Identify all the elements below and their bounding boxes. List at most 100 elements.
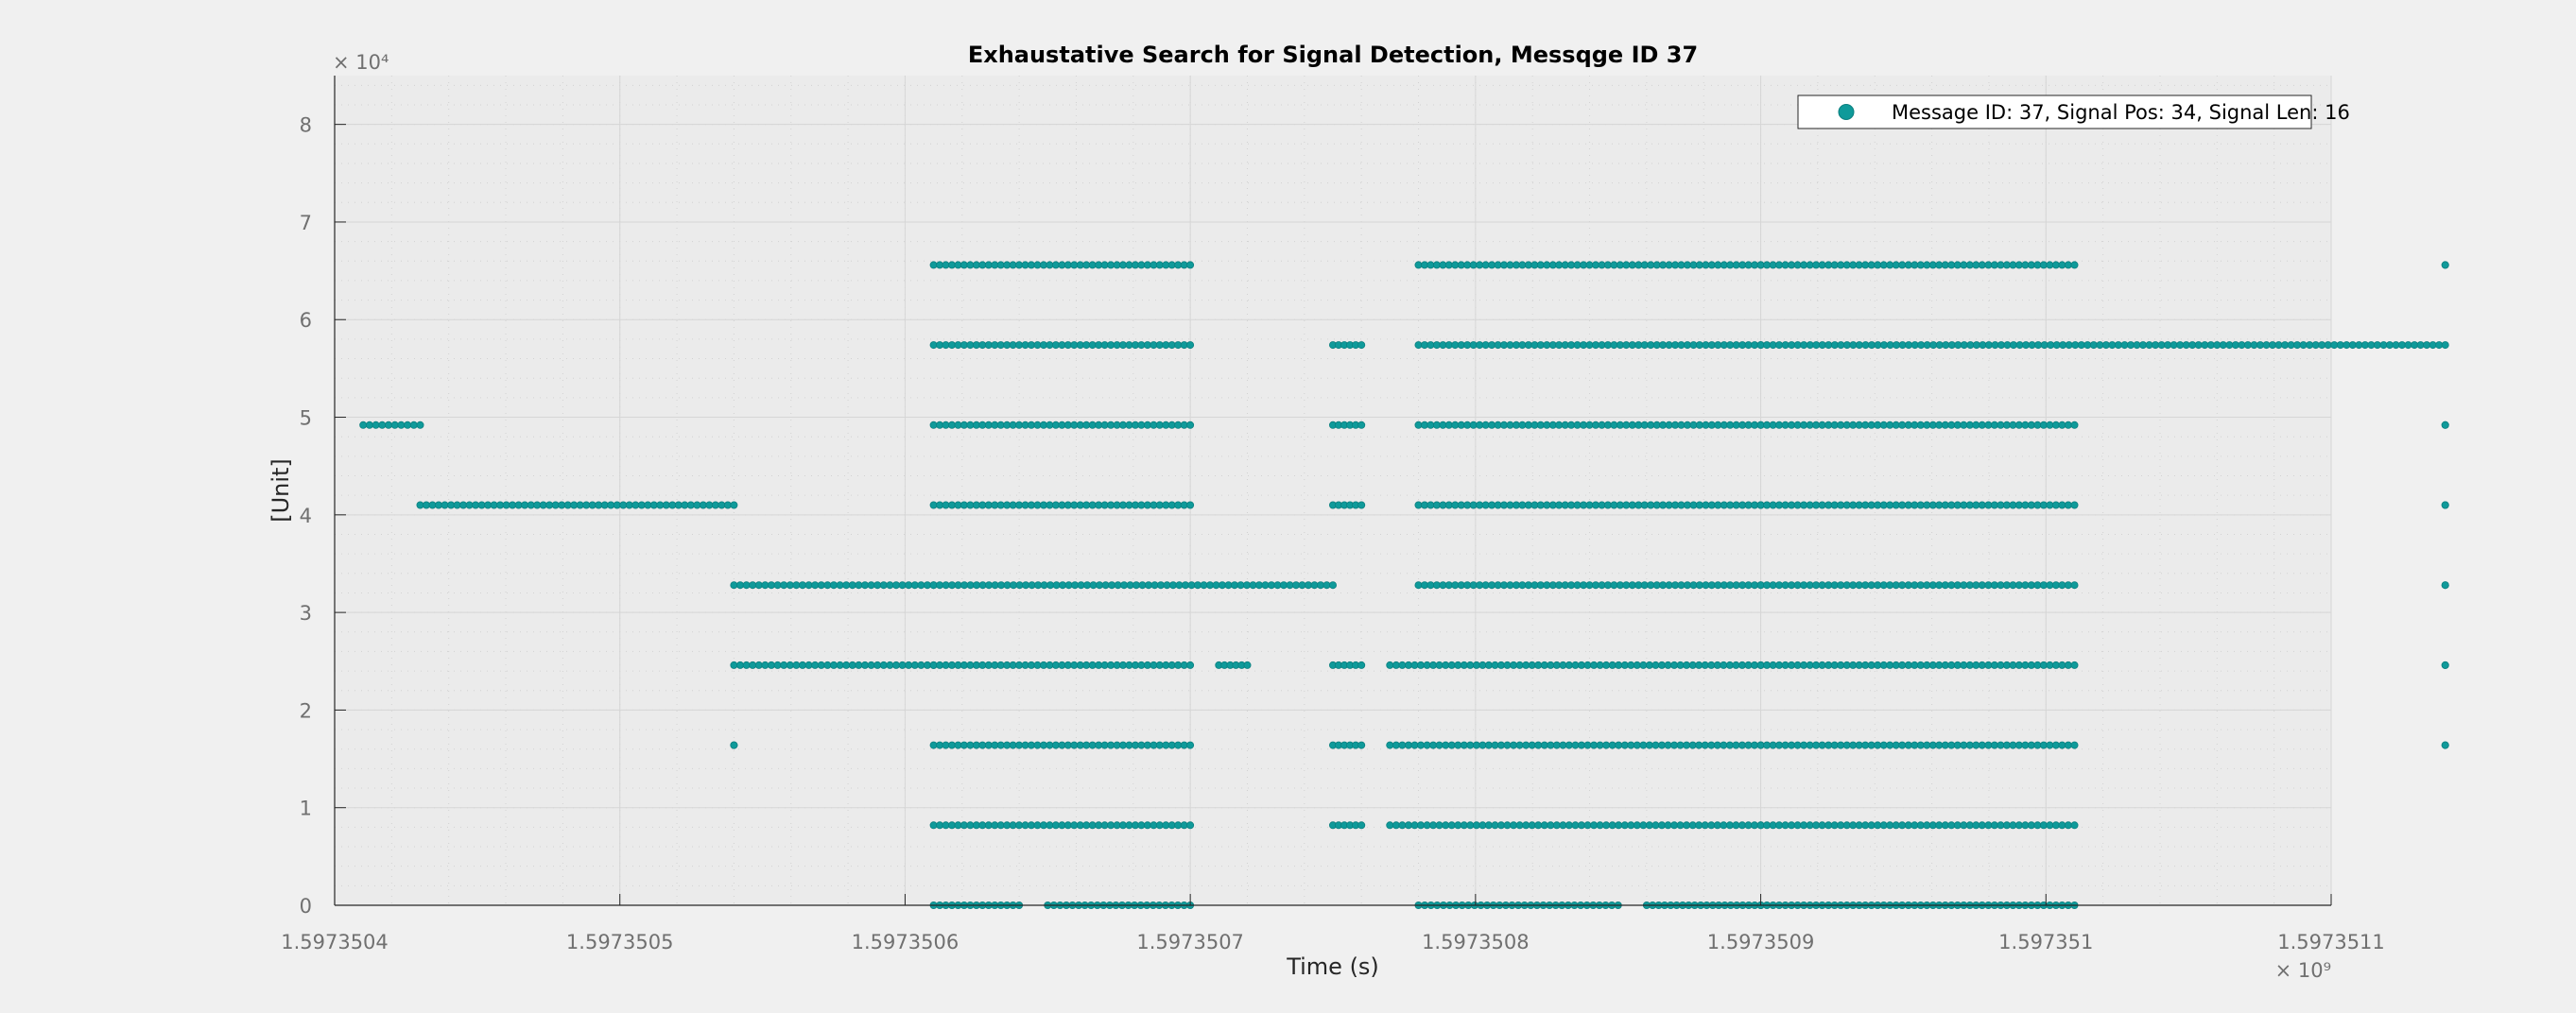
data-point xyxy=(1503,661,1512,669)
data-point xyxy=(1186,821,1195,830)
data-point xyxy=(817,661,825,669)
y-tick-label: 3 xyxy=(300,602,312,625)
data-point xyxy=(1818,261,1826,269)
x-tick-label: 1.5973506 xyxy=(852,931,960,953)
data-point xyxy=(1466,661,1475,669)
data-point xyxy=(1357,821,1366,830)
x-tick-label: 1.5973511 xyxy=(2277,931,2385,953)
data-point xyxy=(786,581,794,590)
data-point xyxy=(2070,581,2079,590)
data-point xyxy=(892,581,901,590)
data-point xyxy=(2064,661,2072,669)
data-point xyxy=(761,661,769,669)
data-point xyxy=(1386,741,1394,749)
x-tick-label: 1.5973508 xyxy=(1422,931,1530,953)
plot-area xyxy=(335,76,2331,905)
data-point xyxy=(773,581,782,590)
data-point xyxy=(754,661,763,669)
data-point xyxy=(1515,661,1524,669)
data-point xyxy=(1720,821,1728,830)
data-point xyxy=(409,421,418,429)
chart-title: Exhaustative Search for Signal Detection… xyxy=(968,42,1698,68)
data-point xyxy=(2070,821,2079,830)
data-point xyxy=(2243,341,2252,350)
data-point xyxy=(1417,661,1426,669)
data-point xyxy=(686,501,695,509)
data-point xyxy=(1583,821,1592,830)
data-point xyxy=(1329,581,1338,590)
data-point xyxy=(823,581,832,590)
data-point xyxy=(1386,821,1394,830)
x-tick-label: 1.5973509 xyxy=(1707,931,1815,953)
y-tick-label: 0 xyxy=(300,895,312,918)
data-point xyxy=(1466,821,1475,830)
data-point xyxy=(2064,821,2072,830)
data-point xyxy=(1978,421,1986,429)
data-point xyxy=(1732,741,1740,749)
x-ticks: 1.5973504 1.5973505 1.5973506 1.5973507 1.59… xyxy=(281,894,2385,953)
data-point xyxy=(1484,821,1493,830)
data-point xyxy=(799,581,807,590)
data-point xyxy=(1447,741,1456,749)
x-tick-label: 1.5973504 xyxy=(281,931,389,953)
data-point xyxy=(1720,741,1728,749)
data-point xyxy=(730,741,738,749)
data-point xyxy=(1701,741,1709,749)
data-point xyxy=(1615,821,1623,830)
data-point xyxy=(2348,341,2357,350)
data-point xyxy=(2089,341,2098,350)
data-point xyxy=(842,581,851,590)
data-point xyxy=(1818,421,1826,429)
data-point xyxy=(736,581,745,590)
data-point xyxy=(749,581,757,590)
data-point xyxy=(1898,581,1907,590)
data-point xyxy=(1386,661,1394,669)
data-point xyxy=(1775,341,1784,350)
data-point xyxy=(1978,501,1986,509)
data-point xyxy=(2441,421,2449,429)
data-point xyxy=(359,421,368,429)
data-point xyxy=(811,581,820,590)
legend-box xyxy=(1797,94,2312,129)
data-point xyxy=(1818,661,1826,669)
data-point xyxy=(2274,341,2283,350)
data-point xyxy=(1683,821,1691,830)
data-point xyxy=(1243,661,1252,669)
data-point xyxy=(1732,661,1740,669)
data-point xyxy=(1186,341,1195,350)
data-point xyxy=(799,661,807,669)
data-point xyxy=(742,661,751,669)
data-point xyxy=(1435,741,1444,749)
data-point xyxy=(1515,741,1524,749)
data-point xyxy=(2064,581,2072,590)
data-point xyxy=(1701,661,1709,669)
data-point xyxy=(855,581,863,590)
data-point xyxy=(917,661,925,669)
data-point xyxy=(1615,661,1623,669)
data-point xyxy=(1978,741,1986,749)
y-exponent-label: × 10⁴ xyxy=(333,51,389,74)
data-point xyxy=(1186,661,1195,669)
data-point xyxy=(365,421,373,429)
data-point xyxy=(1664,821,1672,830)
x-tick-label: 1.5973507 xyxy=(1136,931,1244,953)
data-point xyxy=(2064,421,2072,429)
data-point xyxy=(2299,341,2308,350)
data-point xyxy=(749,661,757,669)
data-point xyxy=(1186,261,1195,269)
data-point xyxy=(1898,661,1907,669)
data-point xyxy=(1417,741,1426,749)
y-tick-label: 2 xyxy=(300,699,312,722)
data-point xyxy=(823,661,832,669)
data-point xyxy=(2138,341,2147,350)
data-point xyxy=(1633,661,1641,669)
data-point xyxy=(924,661,932,669)
data-point xyxy=(836,661,844,669)
data-point xyxy=(1583,661,1592,669)
data-point xyxy=(1565,821,1573,830)
data-point xyxy=(1929,341,1938,350)
data-point xyxy=(1484,741,1493,749)
data-point xyxy=(1978,821,1986,830)
y-tick-label: 8 xyxy=(300,114,312,137)
y-tick-label: 4 xyxy=(300,505,312,527)
